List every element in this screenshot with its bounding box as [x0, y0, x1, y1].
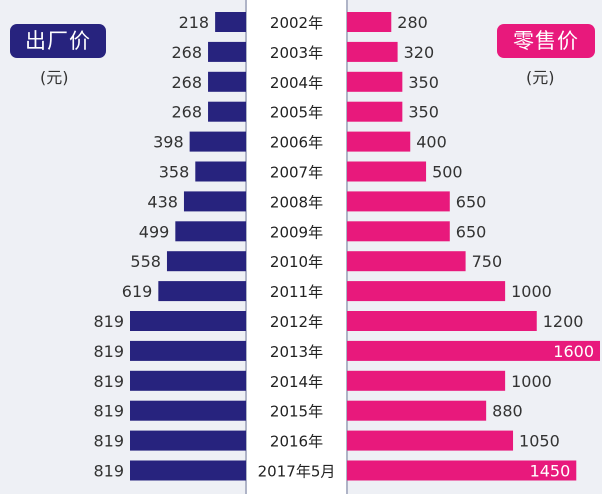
left-bar-7	[175, 221, 246, 242]
right-value-label-10: 1200	[543, 312, 584, 331]
left-value-label-8: 558	[130, 252, 161, 271]
right-bar-0	[347, 12, 392, 32]
right-bar-15	[347, 460, 577, 481]
right-bar-14	[347, 430, 514, 451]
right-bar-11	[347, 340, 600, 361]
left-bar-4	[189, 131, 246, 152]
left-value-label-4: 398	[153, 133, 184, 152]
left-value-label-7: 499	[139, 222, 170, 241]
left-value-label-5: 358	[159, 163, 190, 182]
right-value-label-8: 750	[472, 252, 503, 271]
right-value-label-3: 350	[408, 103, 439, 122]
left-series-unit: (元)	[40, 68, 69, 87]
right-bar-1	[347, 41, 398, 62]
category-label-3: 2005年	[270, 104, 323, 122]
left-bar-13	[130, 400, 246, 421]
left-value-label-12: 819	[93, 372, 124, 391]
right-value-label-7: 650	[456, 222, 487, 241]
left-value-label-0: 218	[179, 13, 210, 32]
right-value-label-6: 650	[456, 192, 487, 211]
right-series-unit: (元)	[526, 68, 555, 87]
left-bar-0	[215, 12, 246, 32]
right-value-label-9: 1000	[511, 282, 552, 301]
center-band	[247, 0, 346, 494]
right-value-label-14: 1050	[519, 432, 560, 451]
right-value-label-12: 1000	[511, 372, 552, 391]
left-bar-9	[158, 281, 246, 302]
right-bar-3	[347, 101, 403, 122]
right-value-label-11: 1600	[553, 342, 594, 361]
left-value-label-6: 438	[147, 192, 178, 211]
left-value-label-10: 819	[93, 312, 124, 331]
left-value-label-15: 819	[93, 462, 124, 481]
right-bar-5	[347, 161, 427, 182]
category-label-15: 2017年5月	[258, 463, 336, 481]
left-value-label-13: 819	[93, 402, 124, 421]
right-value-label-13: 880	[492, 402, 523, 421]
right-series-badge: 零售价	[497, 24, 595, 58]
right-value-label-1: 320	[404, 43, 435, 62]
left-bar-10	[130, 311, 246, 331]
category-label-4: 2006年	[270, 134, 323, 152]
category-label-14: 2016年	[270, 433, 323, 451]
category-label-8: 2010年	[270, 253, 323, 271]
left-bar-2	[208, 71, 246, 92]
right-bar-2	[347, 71, 403, 92]
category-label-11: 2013年	[270, 343, 323, 361]
category-label-12: 2014年	[270, 373, 323, 391]
right-value-label-5: 500	[432, 163, 463, 182]
right-bar-6	[347, 191, 450, 212]
left-series-badge: 出厂价	[10, 24, 106, 58]
right-bar-12	[347, 370, 506, 391]
left-bar-15	[130, 460, 246, 481]
right-bar-8	[347, 251, 466, 272]
category-label-5: 2007年	[270, 164, 323, 182]
left-bar-6	[183, 191, 246, 212]
right-bar-13	[347, 400, 487, 421]
right-value-label-0: 280	[397, 13, 428, 32]
left-bar-14	[130, 430, 246, 451]
right-value-label-2: 350	[408, 73, 439, 92]
left-value-label-1: 268	[171, 43, 202, 62]
category-label-6: 2008年	[270, 193, 323, 211]
right-value-label-15: 1450	[530, 462, 571, 481]
right-bar-10	[347, 311, 537, 331]
category-label-9: 2011年	[270, 283, 323, 301]
category-label-13: 2015年	[270, 403, 323, 421]
category-label-7: 2009年	[270, 223, 323, 241]
right-bar-7	[347, 221, 450, 242]
left-bar-12	[130, 370, 246, 391]
left-bar-11	[130, 340, 246, 361]
left-bar-1	[208, 41, 246, 62]
category-label-2: 2004年	[270, 74, 323, 92]
left-value-label-14: 819	[93, 432, 124, 451]
left-value-label-2: 268	[171, 73, 202, 92]
left-bar-3	[208, 101, 246, 122]
left-value-label-9: 619	[122, 282, 153, 301]
category-label-10: 2012年	[270, 313, 323, 331]
left-bar-8	[166, 251, 246, 272]
right-bar-9	[347, 281, 506, 302]
right-bar-4	[347, 131, 411, 152]
left-value-label-3: 268	[171, 103, 202, 122]
left-bar-5	[195, 161, 246, 182]
category-label-0: 2002年	[270, 14, 323, 32]
right-value-label-4: 400	[416, 133, 447, 152]
category-label-1: 2003年	[270, 44, 323, 62]
left-value-label-11: 819	[93, 342, 124, 361]
